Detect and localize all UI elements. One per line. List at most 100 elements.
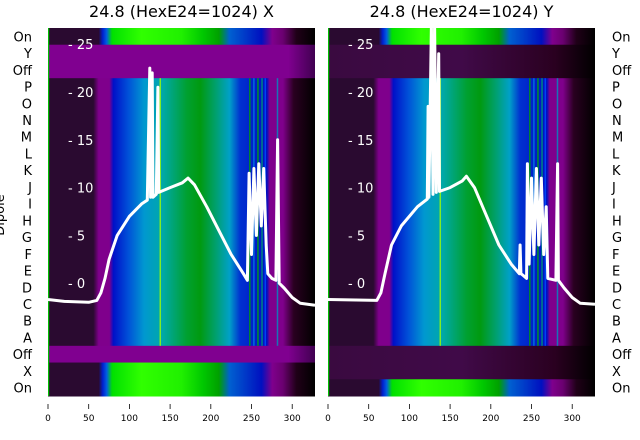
heatmap-row-l: [328, 145, 595, 163]
heatmap-row-off: [328, 61, 595, 79]
heatmap-row-k: [328, 161, 595, 180]
row-label: H: [22, 214, 32, 229]
heatmap-row-l: [48, 145, 315, 163]
row-label: N: [612, 114, 622, 129]
overlay-y-tick-label: - 10: [348, 182, 373, 197]
heatmap-row-n: [48, 111, 315, 129]
row-label: L: [612, 147, 620, 162]
x-tick-label: 150: [442, 414, 459, 424]
row-label: On: [14, 382, 32, 397]
chart-title: 24.8 (HexE24=1024) Y: [370, 2, 554, 21]
heatmap-row-a: [48, 329, 315, 347]
row-label: On: [14, 30, 32, 45]
row-label: L: [25, 147, 33, 162]
row-label: M: [21, 131, 32, 146]
heatmap-edge: [48, 28, 50, 396]
heatmap-row-o: [48, 94, 315, 113]
overlay-y-tick-label-clipped: 0: [316, 277, 324, 292]
heatmap-row-c: [328, 295, 595, 313]
row-label: Y: [611, 47, 620, 62]
row-label: C: [612, 298, 621, 313]
x-tick-label: 150: [162, 414, 179, 424]
row-label: A: [23, 331, 32, 346]
heatmap-edge: [328, 28, 330, 396]
heatmap-row-h: [48, 212, 315, 230]
row-label: On: [612, 30, 630, 45]
row-label: C: [23, 298, 32, 313]
heatmap-row-e: [328, 262, 595, 280]
overlay-y-tick-label: - 15: [348, 134, 373, 149]
row-label: E: [24, 265, 32, 280]
row-label: I: [612, 198, 616, 213]
row-label: X: [23, 365, 32, 380]
heatmap-row-c: [48, 295, 315, 313]
y-axis-label: Dipole: [0, 194, 8, 235]
heatmap-row-off: [48, 61, 315, 79]
overlay-y-tick-label: - 5: [348, 229, 365, 244]
heatmap-row-y: [48, 44, 315, 62]
heatmap-streak: [439, 78, 442, 346]
chart-title: 24.8 (HexE24=1024) X: [89, 2, 274, 21]
heatmap-row-b: [48, 312, 315, 330]
row-label: G: [22, 231, 32, 246]
x-tick-label: 0: [45, 414, 51, 424]
x-tick-label: 300: [564, 414, 581, 424]
heatmap-row-m: [328, 128, 595, 146]
heatmap-row-d: [328, 278, 595, 297]
heatmap-row-on: [48, 379, 315, 397]
heatmap-row-on: [48, 28, 315, 46]
heatmap-row-d: [48, 278, 315, 297]
overlay-y-tick-label-clipped: 5: [316, 229, 324, 244]
row-label: E: [612, 265, 620, 280]
heatmap-streak: [159, 78, 162, 346]
row-label: G: [612, 231, 622, 246]
x-tick-label: 50: [83, 414, 95, 424]
heatmap-row-off: [48, 345, 315, 364]
row-label: D: [22, 281, 32, 296]
overlay-y-tick-label: - 15: [68, 134, 93, 149]
overlay-line: [327, 23, 596, 306]
heatmap-row-i: [328, 195, 595, 213]
overlay-y-tick-label: - 0: [348, 277, 365, 292]
row-label: J: [611, 181, 616, 196]
heatmap-row-h: [328, 212, 595, 230]
row-label: K: [612, 164, 621, 179]
row-label: Y: [23, 47, 32, 62]
heatmap-panel-x: [47, 28, 316, 397]
x-tick-label: 0: [325, 414, 331, 424]
heatmap-row-y: [328, 44, 595, 62]
x-tick-label: 200: [482, 414, 499, 424]
row-label: F: [612, 248, 619, 263]
heatmap-row-x: [328, 362, 595, 380]
overlay-y-tick-label: - 25: [68, 38, 93, 53]
overlay-y-tick-label: - 10: [68, 182, 93, 197]
row-label: J: [27, 181, 32, 196]
row-label: Off: [13, 64, 33, 79]
row-label: B: [23, 315, 32, 330]
heatmap-row-x: [48, 362, 315, 380]
row-label: Off: [612, 348, 632, 363]
heatmap-row-p: [48, 78, 315, 96]
heatmap-row-n: [328, 111, 595, 129]
x-tick-label: 250: [523, 414, 540, 424]
x-tick-label: 200: [202, 414, 219, 424]
overlay-y-tick-label: - 20: [68, 86, 93, 101]
overlay-y-tick-label: - 20: [348, 86, 373, 101]
x-tick-label: 300: [284, 414, 301, 424]
heatmap-panel-y: [327, 23, 596, 397]
heatmap-row-off: [328, 345, 595, 364]
heatmap-row-p: [328, 78, 595, 96]
row-label: F: [25, 248, 32, 263]
x-tick-label: 50: [363, 414, 375, 424]
row-label: Off: [612, 64, 632, 79]
row-label: O: [612, 97, 622, 112]
row-label: O: [22, 97, 32, 112]
overlay-line: [47, 66, 316, 307]
row-label: I: [28, 198, 32, 213]
row-label: M: [612, 131, 623, 146]
row-label: P: [24, 81, 32, 96]
heatmap-row-on: [328, 28, 595, 46]
row-label: K: [23, 164, 32, 179]
heatmap-row-k: [48, 161, 315, 180]
